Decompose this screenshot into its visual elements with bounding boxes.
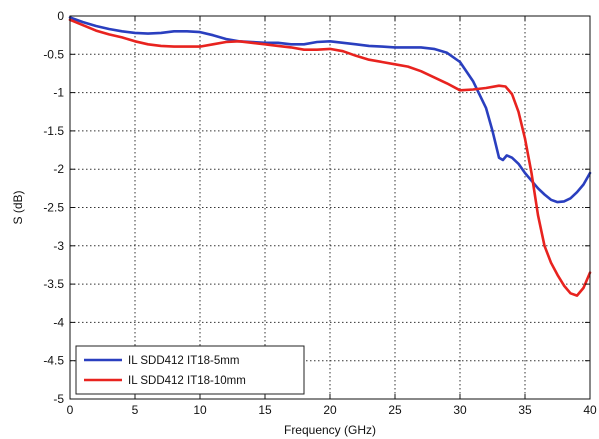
- x-tick-labels: 0 5 10 15 20 25 30 35 40: [67, 403, 597, 417]
- series-line-5mm: [68, 16, 592, 204]
- x-tick-label: 5: [132, 403, 139, 417]
- grid: [70, 16, 590, 399]
- x-tick-label: 10: [193, 403, 207, 417]
- y-tick-label: -3.5: [43, 277, 64, 291]
- x-tick-label: 25: [388, 403, 402, 417]
- y-tick-label: 0: [57, 9, 64, 23]
- y-tick-label: -5: [53, 392, 64, 406]
- x-tick-label: 0: [67, 403, 74, 417]
- legend: IL SDD412 IT18-5mm IL SDD412 IT18-10mm: [75, 345, 305, 395]
- y-tick-label: -4.5: [43, 354, 64, 368]
- series-line-10mm: [68, 18, 592, 297]
- series-layer: [68, 16, 592, 297]
- x-tick-label: 35: [518, 403, 532, 417]
- y-tick-label: -0.5: [43, 47, 64, 61]
- x-tick-label: 20: [323, 403, 337, 417]
- y-tick-label: -3: [53, 239, 64, 253]
- legend-box: [75, 345, 305, 395]
- x-tick-label: 15: [258, 403, 272, 417]
- y-tick-label: -1: [53, 86, 64, 100]
- y-axis-label: S (dB): [11, 190, 25, 224]
- x-axis-label: Frequency (GHz): [284, 423, 376, 437]
- y-tick-label: -2: [53, 162, 64, 176]
- y-tick-label: -1.5: [43, 124, 64, 138]
- y-tick-label: -2.5: [43, 201, 64, 215]
- y-tick-label: -4: [53, 315, 64, 329]
- x-tick-label: 30: [453, 403, 467, 417]
- y-tick-labels: 0 -0.5 -1 -1.5 -2 -2.5 -3 -3.5 -4 -4.5 -5: [43, 9, 64, 406]
- x-tick-label: 40: [583, 403, 597, 417]
- legend-label-5mm: IL SDD412 IT18-5mm: [128, 355, 239, 367]
- plot-frame: [69, 15, 591, 400]
- legend-label-10mm: IL SDD412 IT18-10mm: [128, 375, 246, 387]
